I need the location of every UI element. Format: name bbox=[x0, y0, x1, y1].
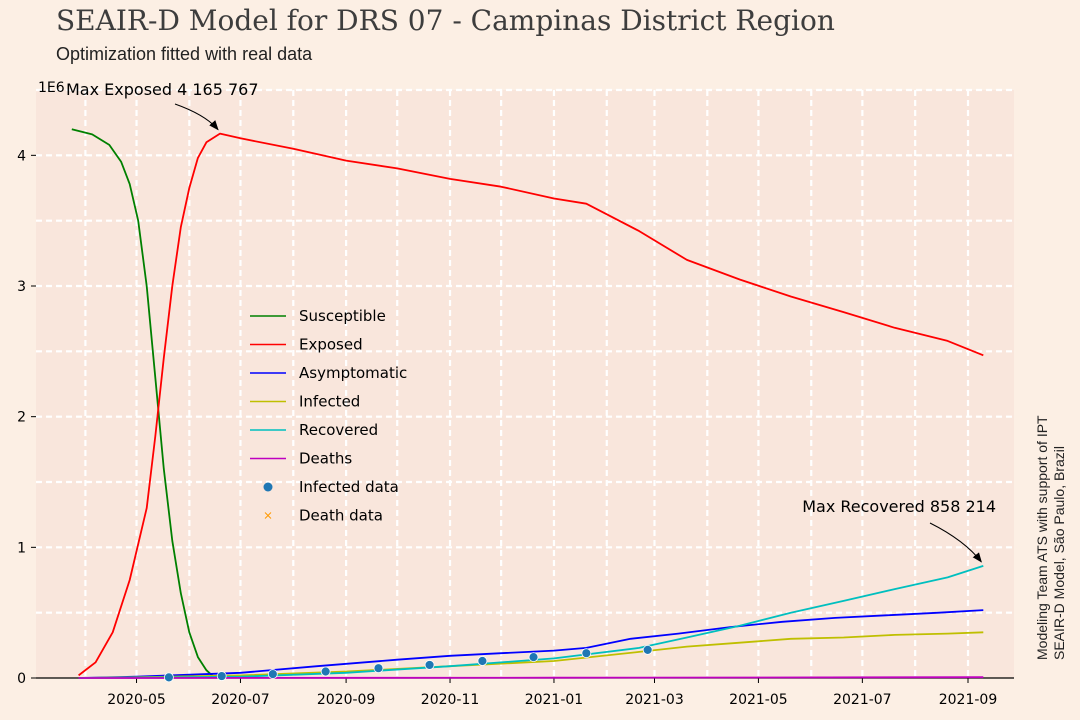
data-point-infected-data bbox=[477, 656, 488, 666]
series-layer bbox=[71, 128, 984, 683]
data-point-infected-data bbox=[424, 660, 435, 670]
side-note-line2: SEAIR-D Model, São Paulo, Brazil bbox=[1051, 446, 1067, 660]
chart-title: SEAIR-D Model for DRS 07 - Campinas Dist… bbox=[56, 4, 835, 37]
legend-item-susceptible: Susceptible bbox=[250, 307, 386, 325]
annotation-arrow bbox=[174, 103, 219, 131]
legend-item-exposed: Exposed bbox=[250, 336, 363, 354]
legend-label: Infected bbox=[299, 393, 360, 411]
legend-label: Recovered bbox=[299, 421, 378, 439]
side-note: Modeling Team ATS with support of IPT SE… bbox=[1034, 415, 1068, 660]
data-point-infected-data bbox=[642, 645, 653, 655]
x-tick-label: 2021-05 bbox=[729, 692, 788, 708]
x-tick-label: 2021-03 bbox=[625, 692, 684, 708]
x-tick-label: 2020-11 bbox=[421, 692, 480, 708]
data-point-infected-data bbox=[163, 672, 174, 683]
legend-item-infected-data: Infected data bbox=[263, 478, 399, 496]
legend-label: Susceptible bbox=[299, 307, 386, 325]
x-tick-label: 2021-01 bbox=[525, 692, 584, 708]
legend-swatch bbox=[264, 512, 272, 519]
series-line-exposed bbox=[78, 132, 984, 677]
data-point-infected-data bbox=[267, 669, 278, 679]
x-tick-label: 2021-09 bbox=[939, 692, 998, 708]
legend-label: Exposed bbox=[299, 336, 363, 354]
legend-label: Asymptomatic bbox=[299, 364, 407, 382]
grid bbox=[36, 88, 1014, 678]
x-tick-label: 2020-07 bbox=[211, 692, 270, 708]
data-point-infected-data bbox=[320, 666, 331, 677]
data-point-infected-data bbox=[528, 652, 539, 662]
legend-item-recovered: Recovered bbox=[250, 421, 378, 439]
annotation-label: Max Recovered 858 214 bbox=[802, 497, 996, 516]
data-point-infected-data bbox=[373, 663, 384, 674]
series-line-susceptible bbox=[71, 128, 216, 679]
x-tick-label: 2020-09 bbox=[317, 692, 376, 708]
series-line-recovered bbox=[78, 565, 984, 679]
y-scale-label: 1E6 bbox=[38, 80, 65, 96]
legend-item-deaths: Deaths bbox=[250, 450, 352, 468]
series-line-infected bbox=[78, 631, 984, 679]
annotation-label: Max Exposed 4 165 767 bbox=[66, 80, 259, 99]
legend-item-infected: Infected bbox=[250, 393, 360, 411]
x-tick-label: 2020-05 bbox=[107, 692, 166, 708]
y-tick-label: 0 bbox=[17, 671, 26, 687]
legend: Susceptible Exposed Asymptomatic Infected Re… bbox=[250, 307, 407, 525]
side-note-line1: Modeling Team ATS with support of IPT bbox=[1034, 415, 1050, 660]
legend-item-death-data: Death data bbox=[264, 507, 383, 525]
data-point-infected-data bbox=[581, 648, 592, 659]
series-line-deaths bbox=[78, 676, 984, 679]
x-tick-label: 2021-07 bbox=[833, 692, 892, 708]
legend-label: Infected data bbox=[299, 478, 399, 496]
series-line-asymptomatic bbox=[78, 609, 984, 679]
annotations: Max Exposed 4 165 767 Max Recovered 858 2… bbox=[66, 80, 996, 563]
legend-item-asymptomatic: Asymptomatic bbox=[250, 364, 407, 382]
chart-subtitle: Optimization fitted with real data bbox=[56, 44, 313, 64]
legend-label: Death data bbox=[299, 507, 383, 525]
y-tick-label: 2 bbox=[17, 410, 26, 426]
annotation-arrow bbox=[929, 522, 982, 563]
y-tick-label: 3 bbox=[17, 279, 26, 295]
y-tick-label: 4 bbox=[17, 148, 26, 164]
legend-swatch bbox=[263, 482, 273, 492]
legend-label: Deaths bbox=[299, 450, 352, 468]
data-point-infected-data bbox=[216, 671, 227, 681]
plot-area bbox=[36, 90, 1014, 678]
y-tick-label: 1 bbox=[17, 540, 26, 556]
